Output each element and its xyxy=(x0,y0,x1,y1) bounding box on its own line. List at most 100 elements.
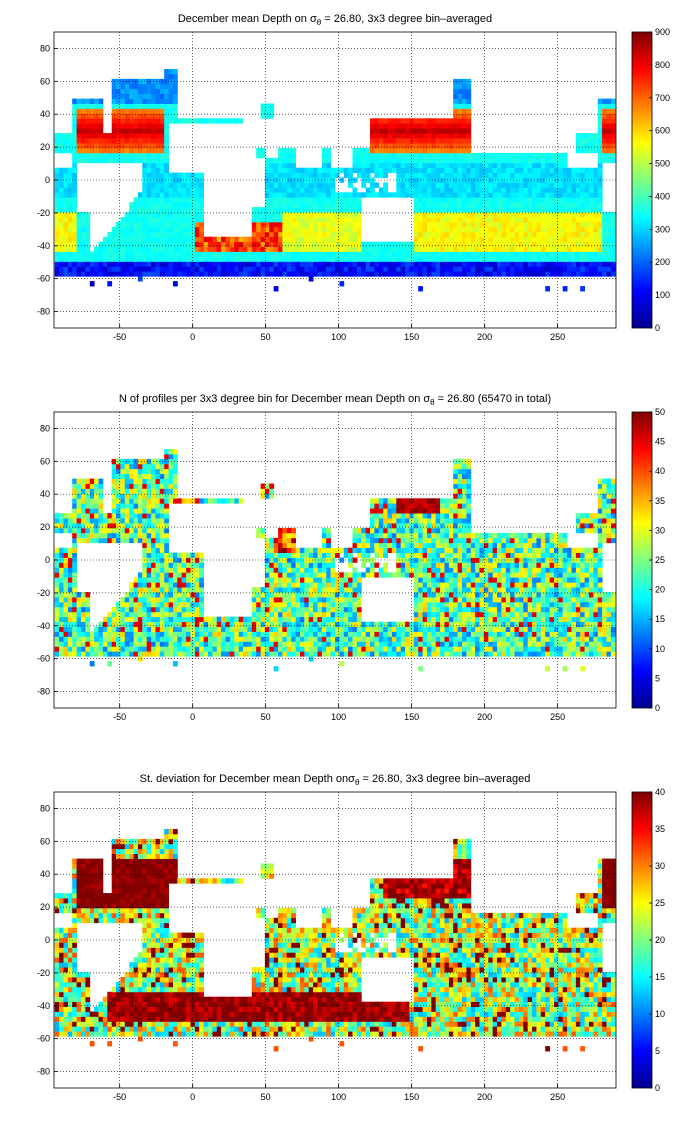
heatmap-cell xyxy=(181,567,187,573)
heatmap-cell xyxy=(444,266,450,272)
heatmap-cell xyxy=(164,503,169,509)
heatmap-cell xyxy=(142,503,148,509)
heatmap-cell xyxy=(199,577,204,583)
heatmap-cell xyxy=(321,271,327,277)
heatmap-cell xyxy=(457,128,463,134)
heatmap-cell xyxy=(356,236,362,243)
heatmap-cell xyxy=(67,231,73,238)
heatmap-cell xyxy=(137,606,143,613)
heatmap-cell xyxy=(409,271,415,277)
heatmap-cell xyxy=(186,256,191,262)
heatmap-cell xyxy=(137,128,143,134)
heatmap-cell xyxy=(168,192,174,198)
heatmap-cell xyxy=(383,147,388,154)
heatmap-cell xyxy=(63,197,69,203)
heatmap-cell xyxy=(102,527,108,534)
heatmap-cell xyxy=(536,217,542,223)
heatmap-cell xyxy=(488,246,494,252)
heatmap-cell xyxy=(444,207,450,213)
heatmap-cell xyxy=(457,83,463,90)
heatmap-cell xyxy=(545,187,550,193)
heatmap-cell xyxy=(501,162,507,169)
heatmap-cell xyxy=(339,646,345,652)
heatmap-cell xyxy=(348,202,353,208)
heatmap-cell xyxy=(606,226,612,233)
heatmap-cell xyxy=(137,118,143,124)
heatmap-cell xyxy=(85,601,91,608)
heatmap-cell xyxy=(137,488,143,494)
heatmap-cell xyxy=(374,572,380,578)
heatmap-cell xyxy=(321,611,327,618)
heatmap-cell xyxy=(269,626,275,632)
heatmap-cell xyxy=(89,483,95,489)
heatmap-cell xyxy=(72,197,77,203)
heatmap-cell xyxy=(365,246,371,252)
heatmap-cell xyxy=(483,217,489,223)
heatmap-cell xyxy=(120,93,126,100)
heatmap-cell xyxy=(286,167,292,174)
heatmap-cell xyxy=(361,552,367,558)
heatmap-cell xyxy=(356,147,362,154)
heatmap-cell xyxy=(120,601,126,608)
heatmap-cell xyxy=(378,133,384,139)
heatmap-cell xyxy=(142,157,148,164)
heatmap-cell xyxy=(536,266,542,272)
heatmap-cell xyxy=(273,256,279,262)
heatmap-cell xyxy=(291,192,296,198)
heatmap-cell xyxy=(387,167,393,174)
heatmap-cell xyxy=(168,646,174,652)
heatmap-cell xyxy=(59,601,64,608)
heatmap-cell xyxy=(304,192,310,198)
heatmap-cell xyxy=(326,261,331,267)
heatmap-cell xyxy=(67,552,73,558)
heatmap-cell xyxy=(370,143,375,149)
heatmap-cell xyxy=(356,231,362,238)
heatmap-cell xyxy=(173,611,178,618)
heatmap-cell xyxy=(370,128,375,134)
heatmap-cell xyxy=(173,202,178,208)
heatmap-cell xyxy=(545,207,550,213)
heatmap-cell xyxy=(164,133,169,139)
heatmap-cell xyxy=(282,527,288,534)
heatmap-cell xyxy=(606,266,612,272)
heatmap-cell xyxy=(453,157,458,164)
heatmap-cell xyxy=(317,261,323,267)
heatmap-cell xyxy=(124,138,130,144)
heatmap-cell xyxy=(67,626,73,632)
heatmap-cell xyxy=(610,123,616,129)
heatmap-cell xyxy=(133,646,139,652)
heatmap-cell xyxy=(348,582,353,588)
x-tick-label: 0 xyxy=(190,332,195,342)
heatmap-cell xyxy=(540,212,546,218)
heatmap-cell xyxy=(194,246,200,252)
heatmap-cell xyxy=(339,251,345,257)
heatmap-cell xyxy=(527,157,533,164)
heatmap-cell xyxy=(545,286,550,292)
heatmap-cell xyxy=(67,172,73,178)
x-tick-label: 200 xyxy=(477,332,492,342)
heatmap-cell xyxy=(422,162,428,169)
heatmap-cell xyxy=(133,582,139,588)
heatmap-cell xyxy=(492,226,498,233)
heatmap-cell xyxy=(111,108,117,114)
heatmap-cell xyxy=(304,597,310,603)
heatmap-cell xyxy=(335,207,340,213)
heatmap-cell xyxy=(159,597,165,603)
heatmap-cell xyxy=(251,651,257,657)
heatmap-cell xyxy=(111,606,117,613)
heatmap-cell xyxy=(120,78,126,85)
heatmap-cell xyxy=(348,182,353,188)
heatmap-cell xyxy=(221,241,226,248)
heatmap-cell xyxy=(488,177,494,183)
heatmap-cell xyxy=(94,537,99,544)
heatmap-cell xyxy=(330,192,336,198)
heatmap-cell xyxy=(610,147,616,154)
heatmap-cell xyxy=(295,626,301,632)
heatmap-cell xyxy=(146,527,152,534)
heatmap-cell xyxy=(321,182,327,188)
heatmap-cell xyxy=(164,261,169,267)
heatmap-cell xyxy=(304,547,310,554)
heatmap-cell xyxy=(475,226,480,233)
heatmap-cell xyxy=(291,261,296,267)
heatmap-cell xyxy=(173,572,178,578)
